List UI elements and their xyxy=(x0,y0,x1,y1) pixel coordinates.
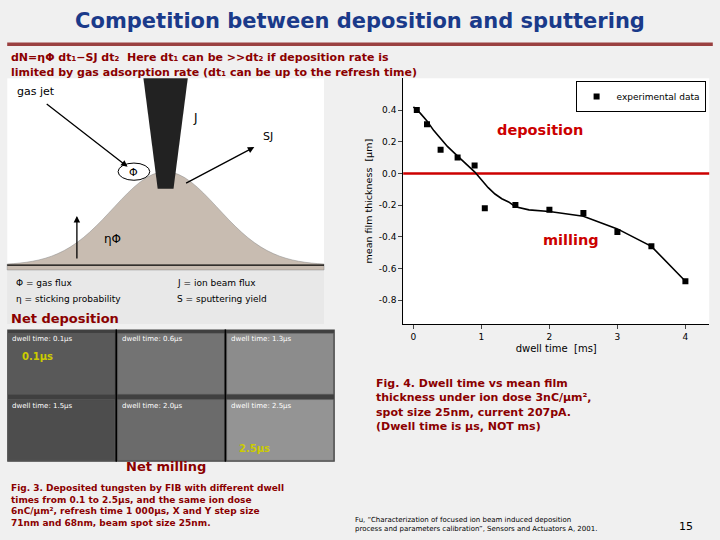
svg-text:deposition: deposition xyxy=(497,122,583,138)
svg-text:1: 1 xyxy=(479,332,485,342)
svg-text:dwell time: 1.3μs: dwell time: 1.3μs xyxy=(231,335,292,343)
svg-text:J: J xyxy=(193,111,198,125)
svg-text:dwell time: 0.6μs: dwell time: 0.6μs xyxy=(122,335,183,343)
svg-text:Fig. 3. Deposited tungsten by: Fig. 3. Deposited tungsten by FIB with d… xyxy=(11,483,284,528)
svg-text:mean film thickness [µm]: mean film thickness [µm] xyxy=(363,139,374,263)
svg-text:0.1µs: 0.1µs xyxy=(22,351,53,362)
svg-text:Net milling: Net milling xyxy=(126,459,206,474)
svg-text:Net deposition: Net deposition xyxy=(11,311,119,326)
svg-text:3: 3 xyxy=(615,332,621,342)
svg-text:Fu, “Characterization of focus: Fu, “Characterization of focused ion bea… xyxy=(355,516,597,533)
svg-text:J = ion beam flux: J = ion beam flux xyxy=(177,278,256,288)
svg-text:Fig. 4. Dwell time vs mean fil: Fig. 4. Dwell time vs mean filmthickness… xyxy=(376,377,592,433)
svg-text:dN=ηΦ dt₁−SJ dt₂ Here dt₁ can: dN=ηΦ dt₁−SJ dt₂ Here dt₁ can be >>dt₂ i… xyxy=(11,51,389,64)
svg-text:2: 2 xyxy=(547,332,553,342)
svg-text:dwell time: 0.1μs: dwell time: 0.1μs xyxy=(12,335,73,343)
svg-text:SJ: SJ xyxy=(263,130,273,143)
svg-text:dwell time: 2.0μs: dwell time: 2.0μs xyxy=(122,402,183,410)
svg-text:ηΦ: ηΦ xyxy=(104,232,121,246)
svg-text:milling: milling xyxy=(543,232,599,248)
svg-text:0: 0 xyxy=(411,332,417,342)
svg-text:dwell time [ms]: dwell time [ms] xyxy=(516,343,597,354)
svg-text:-0.4: -0.4 xyxy=(379,232,397,242)
svg-text:dwell time: 1.5μs: dwell time: 1.5μs xyxy=(12,402,73,410)
svg-text:experimental data: experimental data xyxy=(617,92,700,102)
svg-text:15: 15 xyxy=(679,520,693,533)
svg-text:-0.6: -0.6 xyxy=(379,264,397,274)
svg-text:limited by gas adsorption rate: limited by gas adsorption rate (dt₁ can … xyxy=(11,66,417,79)
svg-text:Φ: Φ xyxy=(129,166,138,179)
svg-text:0.2: 0.2 xyxy=(382,137,396,147)
svg-text:0.4: 0.4 xyxy=(382,105,397,115)
svg-text:0.0: 0.0 xyxy=(382,169,397,179)
svg-text:Φ = gas flux: Φ = gas flux xyxy=(16,278,72,288)
svg-text:2.5µs: 2.5µs xyxy=(239,443,270,454)
svg-text:dwell time: 2.5μs: dwell time: 2.5μs xyxy=(231,402,292,410)
svg-text:-0.2: -0.2 xyxy=(379,200,397,210)
svg-text:gas jet: gas jet xyxy=(17,85,55,98)
svg-text:Competition between deposition: Competition between deposition and sputt… xyxy=(75,9,645,33)
svg-text:η = sticking probability: η = sticking probability xyxy=(16,294,121,304)
svg-text:-0.8: -0.8 xyxy=(379,295,397,305)
svg-text:4: 4 xyxy=(683,332,689,342)
svg-text:S = sputtering yield: S = sputtering yield xyxy=(177,294,267,304)
